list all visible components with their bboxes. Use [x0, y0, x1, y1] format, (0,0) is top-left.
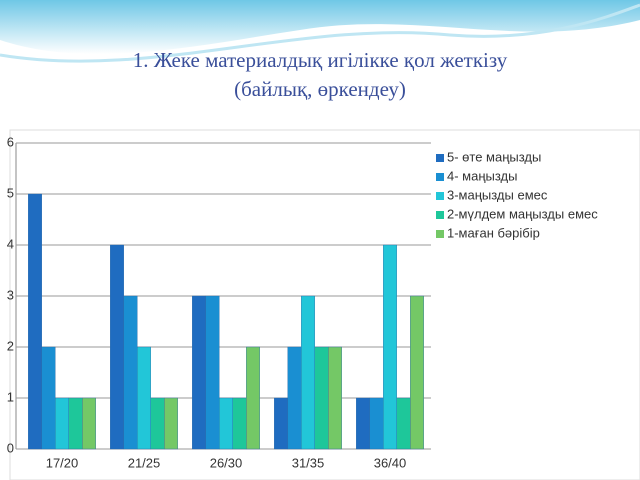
bar — [164, 397, 178, 450]
bar — [123, 295, 138, 450]
bar — [396, 397, 411, 450]
y-tick-label: 2 — [7, 338, 14, 353]
x-tick-label: 36/40 — [374, 455, 407, 470]
bar — [41, 346, 56, 450]
legend-swatch — [436, 211, 444, 219]
x-tick-label: 21/25 — [128, 455, 161, 470]
bar — [192, 295, 206, 450]
bar — [55, 397, 69, 450]
bar — [68, 397, 83, 450]
bar — [219, 397, 233, 450]
x-tick-label: 31/35 — [292, 455, 325, 470]
bar — [246, 346, 260, 450]
legend-swatch — [436, 192, 444, 200]
bar — [328, 346, 342, 450]
y-tick-label: 1 — [7, 389, 14, 404]
bar — [356, 397, 370, 450]
y-tick-label: 4 — [7, 236, 14, 251]
y-tick-label: 6 — [7, 134, 14, 149]
legend-label: 2-мүлдем маңызды емес — [447, 206, 598, 221]
x-tick-label: 17/20 — [46, 455, 79, 470]
x-tick-label: 26/30 — [210, 455, 243, 470]
chart-title: 1. Жеке материалдық игілікке қол жеткізу — [133, 48, 508, 72]
bar — [369, 397, 384, 450]
bar — [314, 346, 329, 450]
legend-label: 3-маңызды емес — [447, 187, 548, 202]
legend-swatch — [436, 173, 444, 181]
y-tick-label: 0 — [7, 440, 14, 455]
legend-label: 4- маңызды — [447, 168, 517, 183]
bar — [137, 346, 151, 450]
legend-label: 1-маған бәрібір — [447, 225, 540, 240]
bar — [28, 193, 42, 450]
bar — [410, 295, 424, 450]
bar — [150, 397, 165, 450]
bar — [287, 346, 302, 450]
bar — [232, 397, 247, 450]
bar — [82, 397, 96, 450]
bar — [383, 244, 397, 450]
chart-subtitle: (байлық, өркендеу) — [234, 77, 406, 101]
y-tick-label: 3 — [7, 287, 14, 302]
legend-label: 5- өте маңызды — [447, 149, 541, 164]
bar — [301, 295, 315, 450]
legend-swatch — [436, 230, 444, 238]
header-wave — [0, 0, 640, 55]
y-tick-label: 5 — [7, 185, 14, 200]
bar — [110, 244, 124, 450]
bar — [205, 295, 220, 450]
bar — [274, 397, 288, 450]
legend-swatch — [436, 154, 444, 162]
header-line — [0, 3, 640, 63]
